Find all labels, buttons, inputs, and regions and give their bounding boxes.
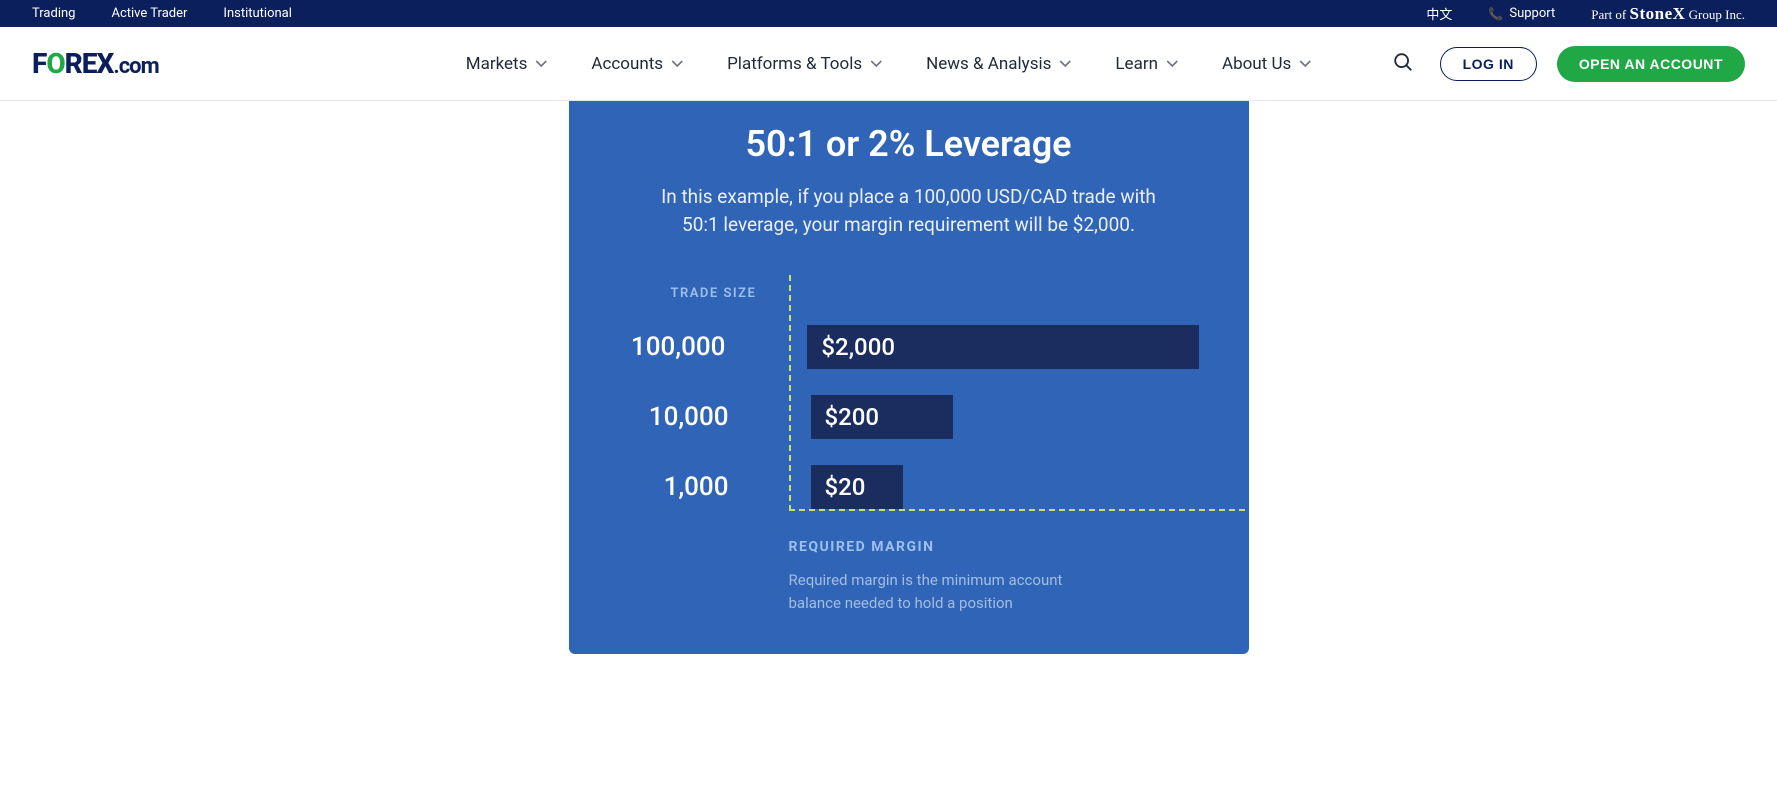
search-button[interactable]: [1386, 45, 1420, 82]
logo-letter-f: F: [32, 47, 46, 80]
nav-right: LOG IN OPEN AN ACCOUNT: [1386, 45, 1745, 82]
card-title: 50:1 or 2% Leverage: [619, 123, 1199, 165]
nav-learn-label: Learn: [1115, 54, 1158, 74]
support-label: Support: [1509, 6, 1555, 21]
partof-pre: Part of: [1591, 7, 1629, 22]
page-content: 50:1 or 2% Leverage In this example, if …: [0, 101, 1777, 654]
row-label: 100,000: [619, 332, 756, 362]
leverage-card: 50:1 or 2% Leverage In this example, if …: [569, 101, 1249, 654]
topbar-right: 中文 📞 Support Part of StoneX Group Inc.: [1426, 4, 1745, 24]
trade-size-axis-label: TRADE SIZE: [671, 286, 1199, 301]
row-label: 1,000: [619, 472, 759, 502]
nav-platforms[interactable]: Platforms & Tools: [727, 54, 882, 74]
nav-markets-label: Markets: [466, 54, 528, 74]
chevron-down-icon: [535, 58, 547, 70]
stonex-brand: StoneX: [1630, 4, 1686, 23]
nav-learn[interactable]: Learn: [1115, 54, 1178, 74]
chart-row: 1,000 $20: [619, 465, 1199, 509]
partof-post: Group Inc.: [1685, 7, 1745, 22]
chevron-down-icon: [1299, 58, 1311, 70]
stonex-attribution: Part of StoneX Group Inc.: [1591, 4, 1745, 24]
nav-markets[interactable]: Markets: [466, 54, 548, 74]
required-margin-description: Required margin is the minimum account b…: [789, 569, 1099, 614]
nav-about-label: About Us: [1222, 54, 1291, 74]
chevron-down-icon: [870, 58, 882, 70]
topbar-left-links: Trading Active Trader Institutional: [32, 6, 292, 21]
margin-bar: $200: [811, 395, 953, 439]
phone-icon: 📞: [1488, 7, 1503, 21]
open-account-button[interactable]: OPEN AN ACCOUNT: [1557, 46, 1745, 82]
topbar-link-active-trader[interactable]: Active Trader: [111, 6, 187, 21]
leverage-chart: TRADE SIZE 100,000 $2,000 10,000 $200 1,…: [619, 286, 1199, 614]
chevron-down-icon: [671, 58, 683, 70]
search-icon: [1392, 61, 1414, 76]
x-axis-line: [789, 509, 1245, 511]
topbar-link-trading[interactable]: Trading: [32, 6, 75, 21]
margin-bar: $20: [811, 465, 903, 509]
required-margin-axis-label: REQUIRED MARGIN: [789, 539, 1199, 555]
chart-rows: 100,000 $2,000 10,000 $200 1,000 $20: [619, 325, 1199, 509]
chevron-down-icon: [1166, 58, 1178, 70]
logo-letters-rex: REX: [65, 47, 114, 80]
nav-accounts[interactable]: Accounts: [591, 54, 683, 74]
nav-links: Markets Accounts Platforms & Tools News …: [466, 54, 1312, 74]
chevron-down-icon: [1059, 58, 1071, 70]
nav-about[interactable]: About Us: [1222, 54, 1311, 74]
nav-accounts-label: Accounts: [591, 54, 663, 74]
y-axis-line: [789, 275, 791, 511]
main-nav: FOREX.com Markets Accounts Platforms & T…: [0, 27, 1777, 101]
card-description: In this example, if you place a 100,000 …: [649, 183, 1169, 238]
support-link[interactable]: 📞 Support: [1488, 6, 1555, 21]
logo-letter-o: O: [46, 47, 64, 80]
language-link-zh[interactable]: 中文: [1426, 4, 1452, 23]
top-utility-bar: Trading Active Trader Institutional 中文 📞…: [0, 0, 1777, 27]
chart-row: 100,000 $2,000: [619, 325, 1199, 369]
logo[interactable]: FOREX.com: [32, 47, 159, 80]
row-label: 10,000: [619, 402, 759, 432]
logo-dotcom: .com: [113, 54, 158, 79]
chart-row: 10,000 $200: [619, 395, 1199, 439]
topbar-link-institutional[interactable]: Institutional: [223, 6, 292, 21]
login-button[interactable]: LOG IN: [1440, 47, 1537, 81]
nav-platforms-label: Platforms & Tools: [727, 54, 862, 74]
margin-bar: $2,000: [807, 325, 1198, 369]
nav-news[interactable]: News & Analysis: [926, 54, 1071, 74]
nav-news-label: News & Analysis: [926, 54, 1051, 74]
